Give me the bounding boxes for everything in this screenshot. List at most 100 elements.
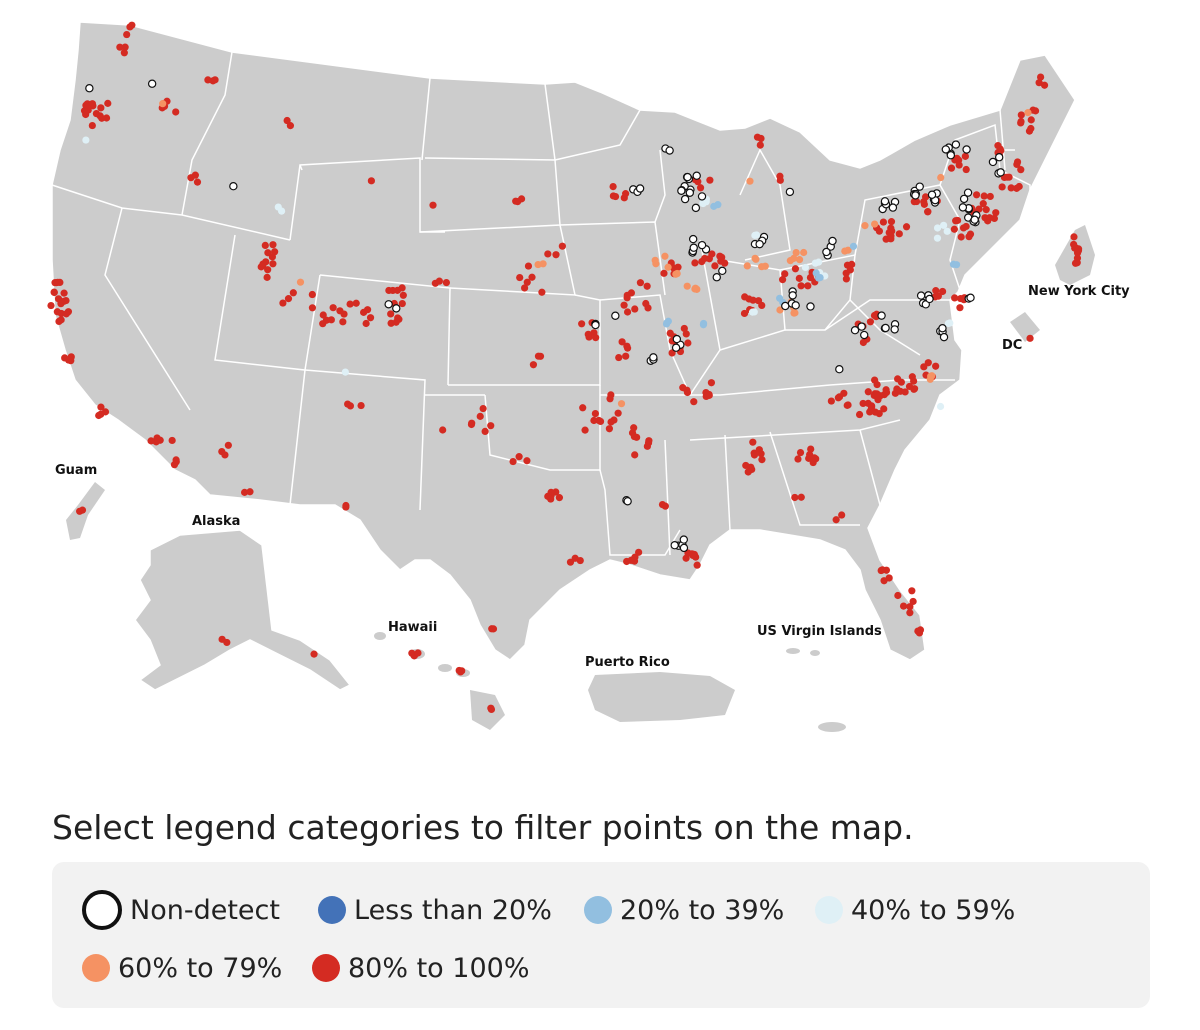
non-detect-marker[interactable] [692, 171, 701, 180]
non-detect-marker[interactable] [635, 184, 645, 193]
site-marker[interactable] [902, 223, 911, 231]
site-marker[interactable] [341, 368, 349, 376]
site-marker[interactable] [880, 405, 888, 413]
site-marker[interactable] [47, 301, 55, 310]
site-marker[interactable] [832, 516, 840, 524]
site-marker[interactable] [283, 116, 291, 125]
site-marker[interactable] [92, 110, 101, 118]
site-marker[interactable] [684, 339, 692, 347]
non-detect-marker[interactable] [911, 191, 920, 200]
site-marker[interactable] [172, 458, 180, 466]
non-detect-marker[interactable] [951, 140, 961, 149]
site-marker[interactable] [352, 299, 360, 307]
site-marker[interactable] [631, 451, 639, 459]
non-detect-marker[interactable] [822, 247, 831, 257]
site-marker[interactable] [123, 30, 131, 39]
site-marker[interactable] [986, 214, 994, 222]
site-marker[interactable] [240, 488, 249, 496]
site-marker[interactable] [689, 550, 697, 558]
site-marker[interactable] [487, 422, 495, 430]
site-marker[interactable] [607, 418, 615, 426]
site-marker[interactable] [615, 353, 623, 362]
non-detect-marker[interactable] [959, 194, 969, 204]
site-marker[interactable] [523, 457, 531, 465]
site-marker[interactable] [552, 251, 560, 259]
site-marker[interactable] [707, 379, 716, 387]
site-marker[interactable] [752, 231, 761, 239]
site-marker[interactable] [592, 334, 600, 342]
site-marker[interactable] [1035, 79, 1043, 87]
non-detect-marker[interactable] [806, 302, 815, 311]
site-marker[interactable] [398, 284, 406, 292]
non-detect-marker[interactable] [835, 365, 844, 374]
non-detect-marker[interactable] [147, 79, 157, 88]
site-marker[interactable] [51, 279, 59, 287]
site-marker[interactable] [269, 241, 277, 249]
site-marker[interactable] [487, 705, 496, 714]
site-marker[interactable] [57, 316, 65, 324]
site-marker[interactable] [128, 21, 136, 29]
site-marker[interactable] [909, 597, 917, 606]
non-detect-marker[interactable] [888, 203, 898, 212]
site-marker[interactable] [385, 286, 393, 295]
non-detect-marker[interactable] [881, 323, 890, 333]
site-marker[interactable] [944, 319, 952, 328]
site-marker[interactable] [797, 493, 805, 501]
legend-item-less-than-20[interactable]: Less than 20% [318, 890, 552, 930]
site-marker[interactable] [660, 269, 668, 277]
site-marker[interactable] [661, 252, 669, 260]
site-marker[interactable] [340, 310, 348, 318]
non-detect-marker[interactable] [963, 188, 973, 197]
site-marker[interactable] [414, 649, 422, 657]
site-marker[interactable] [696, 184, 705, 192]
site-marker[interactable] [221, 451, 229, 459]
site-marker[interactable] [534, 260, 542, 269]
non-detect-marker[interactable] [672, 334, 682, 344]
site-marker[interactable] [98, 114, 106, 122]
site-marker[interactable] [286, 122, 295, 130]
site-marker[interactable] [57, 300, 65, 308]
site-marker[interactable] [429, 201, 437, 209]
site-marker[interactable] [982, 206, 990, 214]
site-marker[interactable] [880, 577, 888, 585]
site-marker[interactable] [439, 426, 447, 434]
non-detect-marker[interactable] [679, 535, 688, 544]
non-detect-marker[interactable] [670, 540, 679, 550]
site-marker[interactable] [871, 220, 879, 228]
site-marker[interactable] [558, 242, 566, 250]
site-marker[interactable] [790, 254, 798, 262]
site-marker[interactable] [924, 208, 932, 216]
site-marker[interactable] [529, 361, 538, 369]
site-marker[interactable] [957, 233, 965, 241]
non-detect-marker[interactable] [939, 332, 949, 342]
site-marker[interactable] [742, 461, 750, 470]
site-marker[interactable] [261, 241, 269, 250]
site-marker[interactable] [398, 299, 406, 308]
site-marker[interactable] [807, 445, 815, 453]
site-marker[interactable] [910, 198, 918, 206]
site-marker[interactable] [1027, 124, 1035, 133]
site-marker[interactable] [757, 134, 765, 143]
site-marker[interactable] [623, 308, 632, 316]
site-marker[interactable] [121, 43, 129, 51]
site-marker[interactable] [849, 242, 858, 250]
site-marker[interactable] [744, 468, 752, 476]
site-marker[interactable] [544, 492, 552, 500]
site-marker[interactable] [644, 439, 653, 447]
site-marker[interactable] [211, 76, 219, 84]
site-marker[interactable] [269, 260, 277, 268]
non-detect-marker[interactable] [966, 293, 975, 302]
site-marker[interactable] [949, 260, 958, 268]
non-detect-marker[interactable] [988, 157, 998, 167]
non-detect-marker[interactable] [384, 300, 393, 309]
site-marker[interactable] [743, 262, 751, 270]
non-detect-marker[interactable] [679, 543, 689, 553]
site-marker[interactable] [571, 554, 579, 562]
site-marker[interactable] [757, 450, 765, 458]
site-marker[interactable] [721, 259, 729, 267]
site-marker[interactable] [878, 566, 887, 574]
site-marker[interactable] [578, 320, 586, 328]
site-marker[interactable] [623, 344, 632, 352]
site-marker[interactable] [740, 309, 749, 318]
site-marker[interactable] [797, 282, 805, 290]
